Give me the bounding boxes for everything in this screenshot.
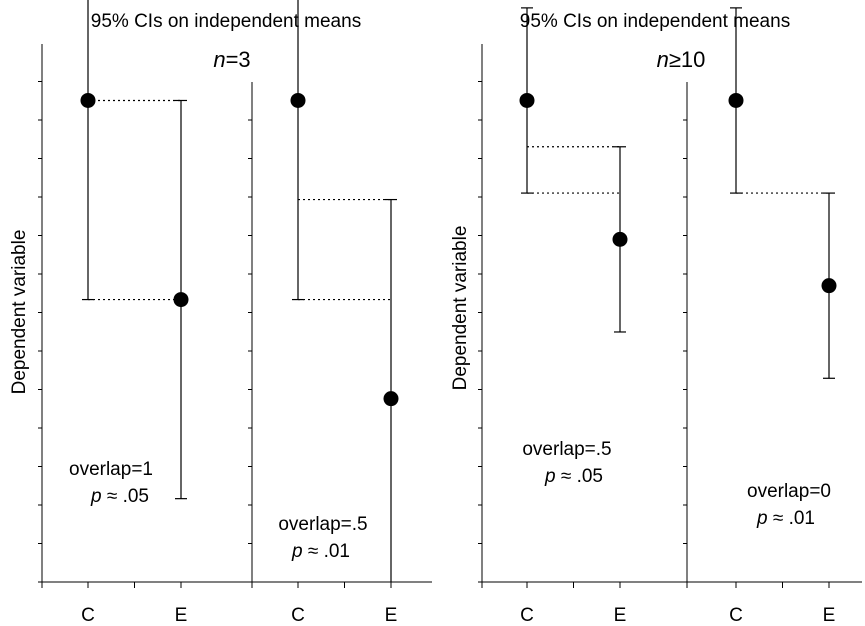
x-tick-label-e: E — [385, 605, 398, 626]
sample-size-rest-left: =3 — [226, 47, 251, 72]
sample-size-n-right: n — [657, 47, 669, 72]
p-italic-4: p — [756, 508, 768, 529]
chart-title-right: 95% CIs on independent means — [520, 11, 790, 32]
mean-point-c — [290, 92, 306, 108]
mean-point-e — [173, 292, 189, 308]
p-annotation-2: p ≈ .01 — [291, 541, 350, 562]
chart-title-left: 95% CIs on independent means — [91, 11, 361, 32]
sample-size-n-left: n — [213, 47, 225, 72]
y-axis-label-left: Dependent variable — [9, 230, 30, 395]
x-tick-label-c: C — [520, 605, 534, 626]
y-ticks — [683, 119, 687, 583]
overlap-lines — [298, 198, 391, 301]
overlap-annotation-4: overlap=0 — [747, 481, 831, 502]
group-n3: 95% CIs on independent means n=3 Depende… — [9, 0, 432, 626]
p-annotation-3: p ≈ .05 — [544, 466, 603, 487]
ci-bars — [80, 0, 189, 500]
y-ticks — [248, 119, 252, 583]
p-annotation-4: p ≈ .01 — [756, 508, 815, 529]
p-italic-1: p — [90, 486, 102, 507]
sample-size-rest-right: ≥10 — [669, 47, 706, 72]
x-tick-label-c: C — [729, 605, 743, 626]
overlap-lines — [527, 146, 620, 194]
mean-point-c — [80, 92, 96, 108]
x-tick-label-c: C — [81, 605, 95, 626]
ci-bars — [728, 7, 837, 379]
ci-bars — [519, 7, 628, 333]
x-tick-label-e: E — [614, 605, 627, 626]
p-rest-2: ≈ .01 — [303, 541, 350, 562]
overlap-lines — [88, 99, 181, 301]
mean-point-e — [383, 391, 399, 407]
p-rest-3: ≈ .05 — [556, 466, 603, 487]
overlap-annotation-2: overlap=.5 — [278, 514, 367, 535]
y-ticks — [478, 81, 482, 583]
group-n10: 95% CIs on independent means n≥10 Depend… — [450, 7, 862, 626]
mean-point-c — [728, 92, 744, 108]
p-italic-2: p — [291, 541, 303, 562]
mean-point-e — [612, 231, 628, 247]
overlap-annotation-3: overlap=.5 — [522, 439, 611, 460]
p-rest-1: ≈ .05 — [102, 486, 149, 507]
x-tick-label-c: C — [291, 605, 305, 626]
overlap-annotation-1: overlap=1 — [69, 459, 153, 480]
p-annotation-1: p ≈ .05 — [90, 486, 149, 507]
ci-bars — [290, 0, 399, 582]
sample-size-label-left: n=3 — [213, 47, 250, 72]
p-rest-4: ≈ .01 — [768, 508, 815, 529]
y-ticks — [38, 81, 42, 583]
x-tick-label-e: E — [175, 605, 188, 626]
mean-point-e — [821, 278, 837, 294]
x-tick-label-e: E — [823, 605, 836, 626]
sample-size-label-right: n≥10 — [657, 47, 706, 72]
mean-point-c — [519, 92, 535, 108]
y-axis-label-right: Dependent variable — [450, 226, 471, 391]
p-italic-3: p — [544, 466, 556, 487]
